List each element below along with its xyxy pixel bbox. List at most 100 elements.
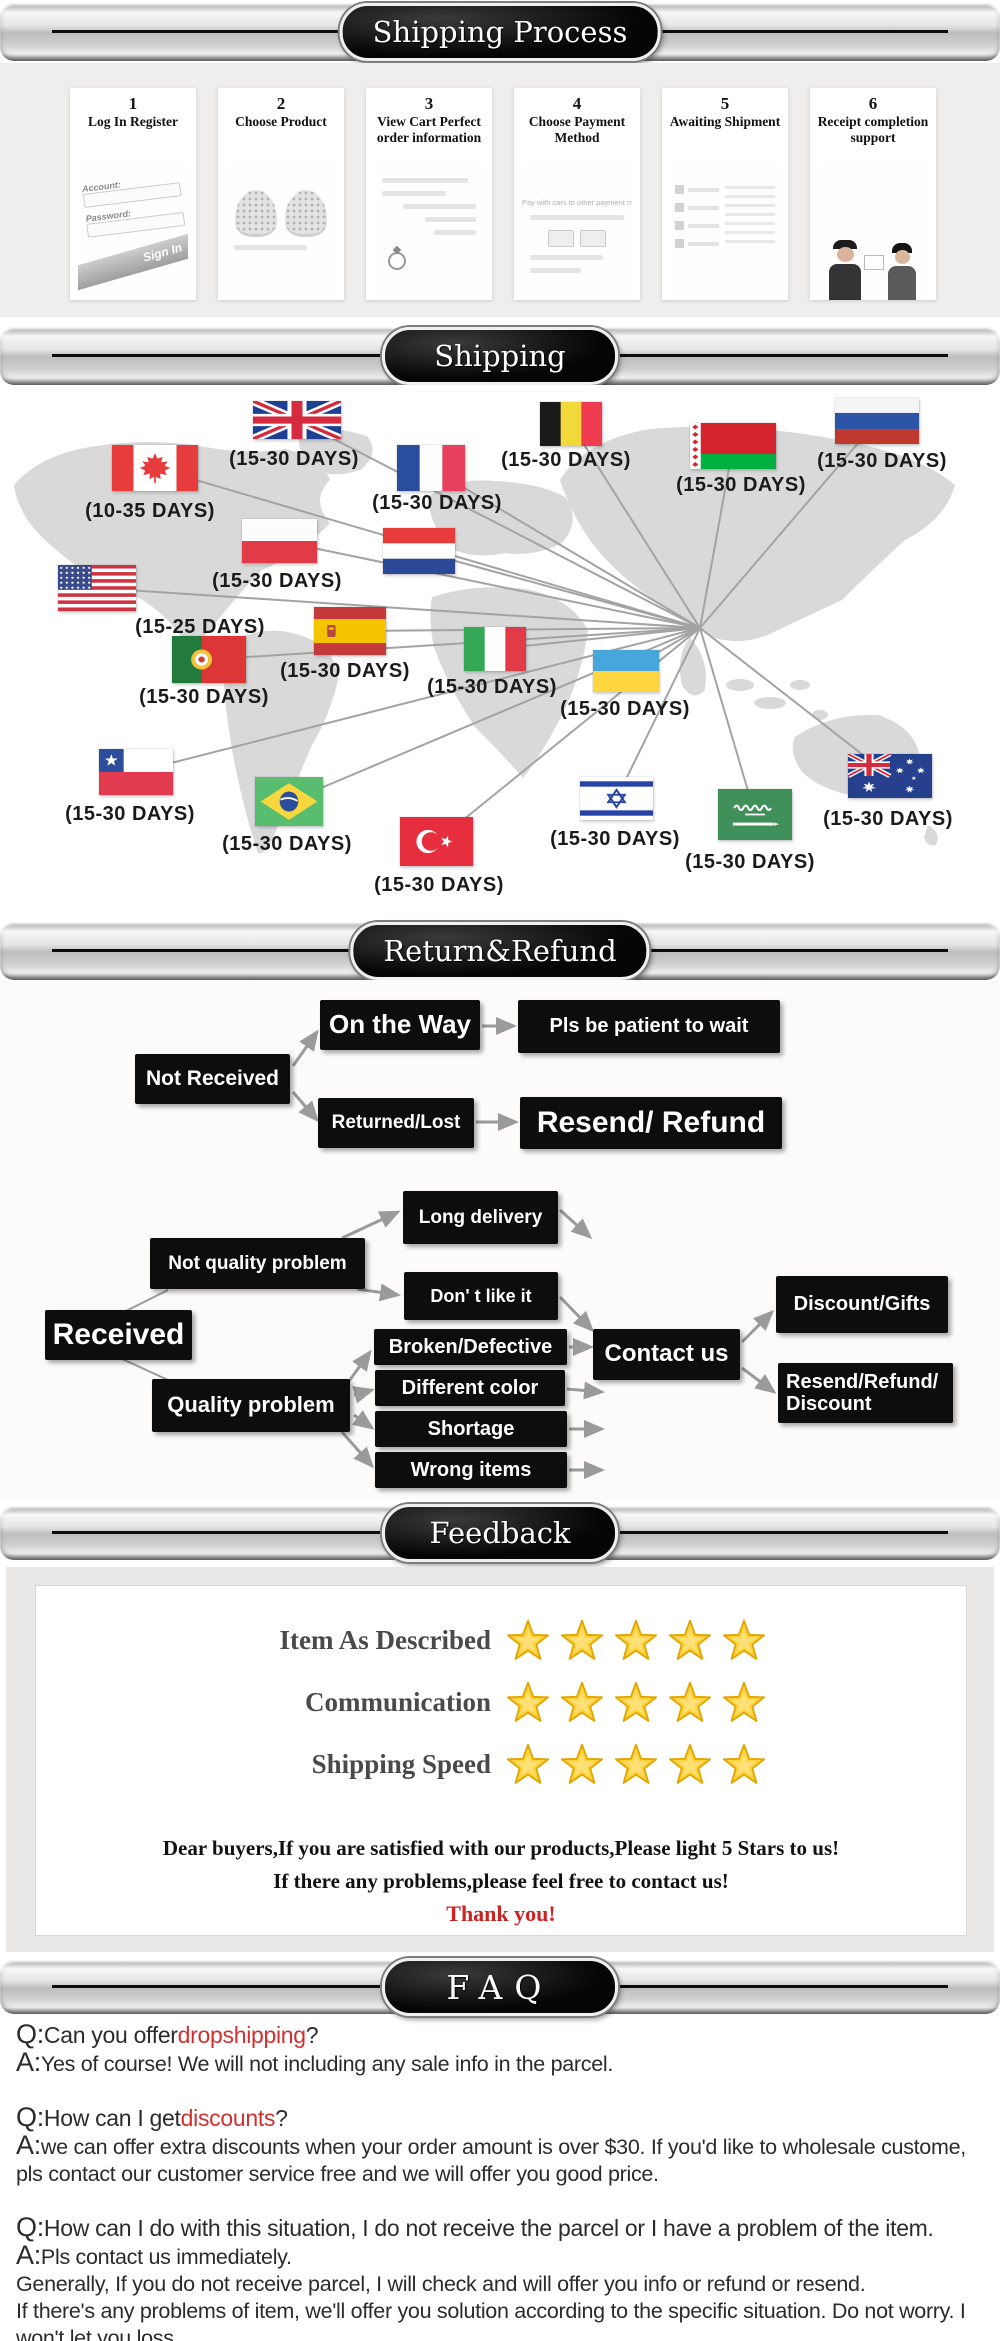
faq-answer: Generally, If you do not receive parcel,…	[16, 2272, 866, 2296]
feedback-row-1: Item As Described	[36, 1614, 966, 1666]
section-header-faq: FAQ	[0, 1958, 1000, 2016]
star-icon	[614, 1619, 658, 1660]
flow-box-resend-refund: Resend/ Refund	[520, 1097, 782, 1149]
feedback-thanks: Thank you!	[446, 1901, 556, 1926]
step-card-5: 5 Awaiting Shipment	[662, 88, 788, 300]
section-title: FAQ	[446, 1967, 554, 2007]
star-icon	[722, 1619, 766, 1660]
five-star-rating	[505, 1616, 767, 1664]
five-star-rating	[505, 1678, 767, 1726]
shipping-days-label-russia: (15-30 DAYS)	[817, 450, 947, 472]
feedback-row-label: Item As Described	[279, 1624, 491, 1655]
portugal-flag-icon	[172, 636, 246, 683]
flow-box-shortage: Shortage	[375, 1411, 567, 1447]
shipping-days-label-australia: (15-30 DAYS)	[823, 808, 953, 830]
canada-flag-icon	[112, 445, 198, 491]
step-art-cart	[374, 164, 484, 300]
russia-flag-icon	[835, 398, 919, 444]
star-icon	[668, 1681, 712, 1722]
star-icon	[506, 1619, 550, 1660]
feedback-row-2: Communication	[36, 1676, 966, 1728]
flow-box-different-color: Different color	[375, 1370, 565, 1406]
flow-box-pls-wait: Pls be patient to wait	[518, 1000, 780, 1053]
turkey-flag-icon	[400, 817, 473, 866]
star-icon	[506, 1743, 550, 1784]
faq-question: Q:How can I getdiscounts?	[16, 2102, 288, 2132]
shipping-line-belarus	[699, 445, 734, 629]
star-icon	[668, 1619, 712, 1660]
step-number: 1	[128, 94, 138, 113]
section-title: Feedback	[429, 1516, 571, 1550]
shipping-days-label-saudi-arabia: (15-30 DAYS)	[685, 851, 815, 873]
star-icon	[560, 1681, 604, 1722]
shipping-days-label-france: (15-30 DAYS)	[372, 492, 502, 514]
faq-item-2: Q:How can I getdiscounts? A:we can offer …	[16, 2103, 991, 2188]
shipping-days-label-ukraine: (15-30 DAYS)	[560, 698, 690, 720]
shipping-days-label-brazil: (15-30 DAYS)	[222, 833, 352, 855]
section-title: Shipping Process	[372, 15, 628, 49]
step-title: View Cart Perfect order information	[376, 114, 482, 145]
shipping-line-belgium	[570, 423, 701, 629]
star-icon	[560, 1619, 604, 1660]
shipping-days-label-belgium: (15-30 DAYS)	[501, 449, 631, 471]
step-number: 2	[276, 94, 286, 113]
q-prefix: Q:	[16, 2019, 44, 2049]
flow-arrow	[345, 1349, 372, 1385]
flow-box-long-delivery: Long delivery	[403, 1191, 558, 1244]
faq-highlight: dropshipping	[177, 2022, 306, 2048]
shipping-line-saudi-arabia	[699, 627, 756, 815]
shipping-days-label-israel: (15-30 DAYS)	[550, 828, 680, 850]
star-icon	[668, 1743, 712, 1784]
shipping-line-netherlands	[418, 550, 701, 629]
return-refund-flowchart: Not Received On the Way Pls be patient to …	[0, 980, 1000, 1500]
shipping-map-section: (10-35 DAYS) (15-30 DAYS) (15-30 DAYS) (15-…	[0, 385, 1000, 920]
shipping-days-label-canada: (10-35 DAYS)	[85, 500, 215, 522]
flow-box-wrong-items: Wrong items	[375, 1452, 567, 1488]
flow-box-not-quality-problem: Not quality problem	[150, 1238, 365, 1289]
flow-arrow	[341, 1210, 401, 1240]
italy-flag-icon	[464, 627, 526, 671]
belarus-flag-icon	[690, 423, 776, 469]
israel-flag-icon	[580, 777, 653, 820]
chile-flag-icon	[99, 749, 173, 795]
header-pill: FAQ	[382, 1958, 618, 2016]
flow-arrow	[566, 1381, 605, 1400]
parcel-icon	[864, 255, 884, 270]
flow-box-broken-defective: Broken/Defective	[374, 1329, 567, 1365]
header-pill: Shipping	[382, 327, 618, 385]
star-icon	[722, 1681, 766, 1722]
feedback-note-1: Dear buyers,If you are satisfied with ou…	[162, 1836, 840, 1860]
ukraine-flag-icon	[593, 650, 659, 692]
flow-box-resend-refund-discount: Resend/Refund/ Discount	[778, 1363, 953, 1423]
step-title: Awaiting Shipment	[669, 114, 781, 129]
flow-box-discount-gifts: Discount/Gifts	[776, 1276, 948, 1333]
ring-icon	[388, 252, 406, 270]
flow-arrow	[291, 1091, 319, 1123]
faq-section: Q:Can you offerdropshipping? A:Yes of cou…	[16, 2020, 991, 2341]
a-prefix: A:	[16, 2240, 41, 2270]
product-thumbnail	[285, 190, 327, 237]
faq-item-1: Q:Can you offerdropshipping? A:Yes of cou…	[16, 2020, 991, 2078]
step-number: 3	[424, 94, 434, 113]
shipping-days-label-portugal: (15-30 DAYS)	[139, 686, 269, 708]
step-title: Log In Register	[88, 114, 178, 129]
feedback-row-label: Communication	[304, 1686, 491, 1717]
step-title: Choose Product	[235, 114, 327, 129]
faq-highlight: discounts	[180, 2105, 276, 2131]
section-title: Shipping	[434, 339, 566, 373]
flow-box-dont-like-it: Don' t like it	[404, 1272, 558, 1320]
feedback-section: Dear buyers,If you are satisfied with ou…	[6, 1567, 994, 1952]
star-icon	[722, 1743, 766, 1784]
flow-arrow	[740, 1309, 775, 1344]
flow-arrow	[119, 1357, 169, 1381]
feedback-row-3: Shipping Speed	[36, 1738, 966, 1790]
step-card-1: 1 Log In Register Account: Password: Sign …	[70, 88, 196, 300]
step-card-3: 3 View Cart Perfect order information	[366, 88, 492, 300]
shipping-days-label-spain: (15-30 DAYS)	[280, 660, 410, 682]
header-pill: Feedback	[382, 1504, 618, 1562]
step-art-login: Account: Password: Sign In	[78, 164, 188, 300]
faq-question: Q:Can you offerdropshipping?	[16, 2019, 319, 2049]
step-number: 5	[720, 94, 730, 113]
step-card-6: 6 Receipt completion support	[810, 88, 936, 300]
